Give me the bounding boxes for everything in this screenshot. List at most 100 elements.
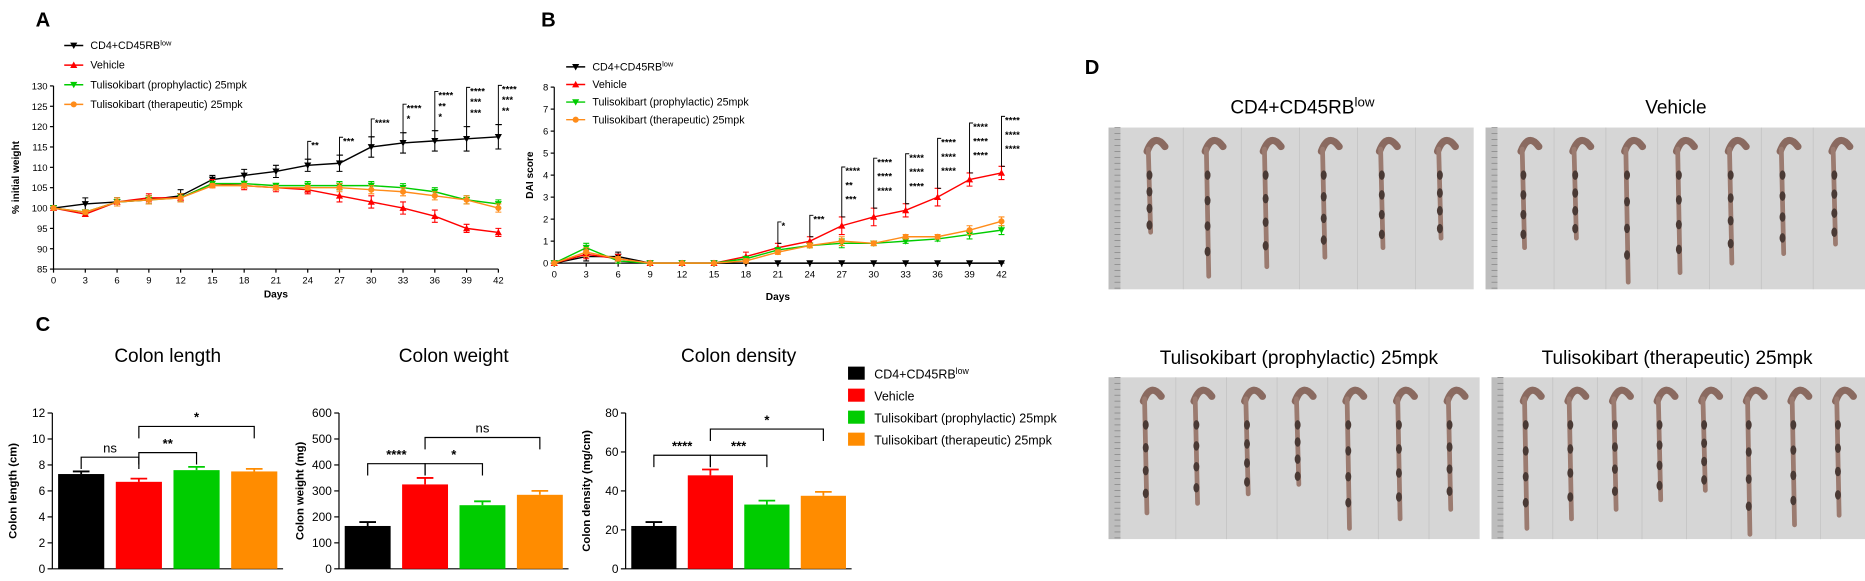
- significance-label: **: [438, 101, 446, 112]
- colon-pellet: [1262, 170, 1269, 180]
- colon-pellet: [1204, 246, 1211, 257]
- marker: [838, 238, 845, 245]
- marker: [431, 212, 439, 220]
- bar: [516, 494, 563, 569]
- x-tick-label: 9: [647, 269, 652, 280]
- significance-label: ****: [1005, 116, 1020, 127]
- colon-pellet: [1779, 170, 1786, 180]
- significance-bracket: [307, 140, 312, 160]
- y-tick-label: 300: [312, 484, 332, 498]
- x-tick-label: 0: [552, 269, 557, 280]
- comparison-label: ****: [672, 438, 693, 453]
- x-tick-label: 42: [493, 275, 504, 286]
- error-bar: [188, 466, 205, 471]
- x-tick-label: 15: [709, 269, 720, 280]
- y-tick-label: 3: [543, 193, 548, 204]
- x-tick-label: 21: [271, 275, 282, 286]
- marker: [82, 209, 89, 216]
- significance-label: ***: [470, 108, 481, 119]
- colon-pellet: [1193, 462, 1200, 472]
- colon-pellet: [1745, 474, 1752, 484]
- colon-pellet: [1834, 466, 1841, 477]
- colon-pellet: [1345, 472, 1352, 482]
- colon-pellet: [1727, 238, 1734, 249]
- colon-pellet: [1522, 446, 1529, 456]
- significance-label: **: [502, 106, 510, 117]
- panel-label: B: [541, 9, 556, 31]
- colon-pellet: [1378, 170, 1385, 180]
- marker: [400, 188, 407, 195]
- x-tick-label: 39: [964, 269, 975, 280]
- significance-label: ***: [502, 95, 513, 106]
- colon-pellet: [1675, 219, 1682, 230]
- marker: [336, 184, 343, 191]
- colon-pellet: [1446, 420, 1453, 430]
- significance-label: ****: [877, 186, 892, 197]
- marker: [272, 184, 279, 191]
- colon-pellet: [1320, 170, 1327, 180]
- bar: [800, 495, 846, 569]
- marker: [902, 260, 910, 267]
- colon-pellet: [1611, 464, 1618, 474]
- colon-pellet: [1320, 235, 1327, 245]
- colon-pellet: [1572, 206, 1579, 216]
- y-tick-label: 60: [605, 445, 619, 459]
- colon-pellet: [1262, 241, 1269, 251]
- comparison-label: ns: [103, 440, 117, 455]
- legend-swatch: [848, 366, 865, 380]
- x-tick-label: 12: [677, 269, 688, 280]
- marker: [177, 194, 184, 201]
- error-bar: [72, 470, 90, 475]
- significance-label: ****: [973, 136, 988, 147]
- marker: [399, 204, 407, 211]
- y-tick-label: 90: [37, 244, 48, 255]
- y-tick-label: 80: [605, 406, 619, 420]
- significance-label: ***: [343, 136, 354, 147]
- marker: [70, 61, 78, 68]
- colon-pellet: [1624, 197, 1631, 207]
- colon-pellet: [1294, 454, 1301, 464]
- marker: [997, 227, 1006, 234]
- colon-pellet: [1320, 192, 1327, 202]
- colon-pellet: [1834, 443, 1841, 453]
- x-tick-label: 33: [900, 269, 911, 280]
- photo: [1108, 127, 1474, 290]
- y-tick-label: 8: [543, 83, 548, 94]
- error-bar: [416, 477, 434, 485]
- legend-label: Tulisokibart (prophylactic) 25mpk: [90, 79, 247, 91]
- colon-pellet: [1142, 488, 1149, 499]
- significance-label: **: [311, 140, 319, 151]
- colon-pellet: [1345, 420, 1352, 430]
- error-bar: [130, 477, 148, 482]
- colon: [1789, 396, 1797, 528]
- y-tick-label: 400: [312, 458, 332, 472]
- y-tick-label: 120: [32, 122, 48, 133]
- x-tick-label: 18: [239, 275, 250, 286]
- colon-pellet: [1779, 212, 1786, 222]
- significance-bracket: [370, 118, 375, 138]
- photo-title: CD4+CD45RBlow: [1230, 95, 1375, 119]
- bar: [631, 525, 677, 569]
- marker: [647, 260, 654, 267]
- marker: [572, 116, 579, 123]
- x-tick-label: 30: [868, 269, 879, 280]
- marker: [572, 64, 580, 71]
- significance-bracket: [497, 84, 502, 126]
- x-tick-label: 0: [51, 275, 56, 286]
- colon-pellet: [1779, 191, 1786, 201]
- significance-label: ****: [470, 87, 485, 98]
- marker: [870, 240, 877, 247]
- ruler: [1108, 127, 1121, 290]
- marker: [114, 198, 121, 205]
- colon-pellet: [1520, 190, 1527, 200]
- x-tick-label: 24: [805, 269, 816, 280]
- marker: [583, 249, 590, 256]
- colon-pellet: [1572, 170, 1579, 180]
- y-tick-label: 200: [312, 510, 332, 524]
- photo-title-text: CD4+CD45RB: [1230, 97, 1354, 118]
- significance-label: ****: [909, 181, 924, 192]
- marker: [70, 42, 78, 50]
- colon-pellet: [1378, 229, 1385, 240]
- y-tick-label: 100: [312, 536, 332, 550]
